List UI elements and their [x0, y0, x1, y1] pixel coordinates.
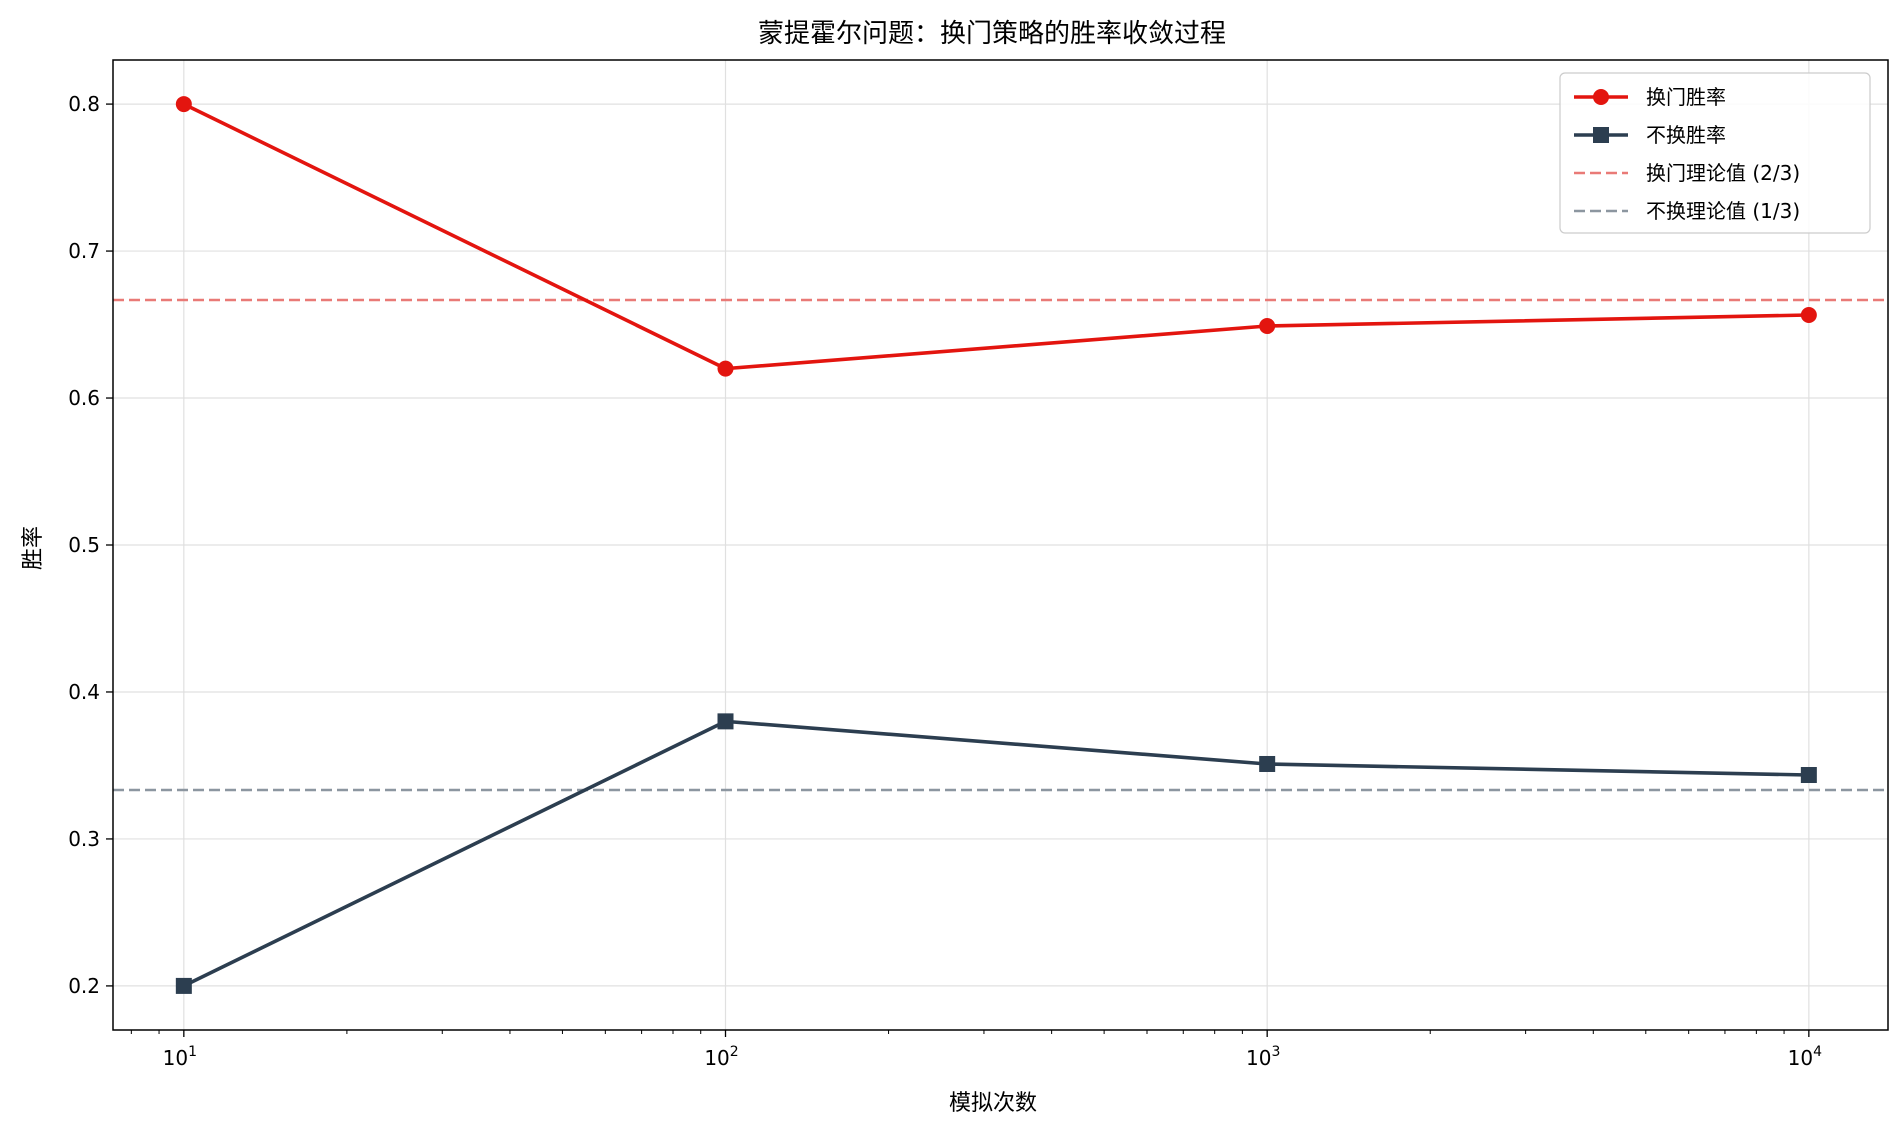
y-tick-label: 0.2	[68, 974, 100, 998]
grid	[113, 60, 1888, 1030]
data-point	[717, 360, 734, 377]
x-tick-label: 102	[704, 1044, 738, 1070]
data-point	[1259, 318, 1276, 335]
y-tick-label: 0.3	[68, 827, 100, 851]
series-line	[183, 102, 1809, 371]
legend-label: 换门理论值 (2/3)	[1646, 161, 1800, 185]
x-tick-label: 104	[1788, 1044, 1822, 1070]
legend-label: 换门胜率	[1646, 85, 1726, 109]
data-point	[1800, 306, 1817, 323]
x-tick-label: 101	[163, 1044, 197, 1070]
series-layer	[175, 96, 1817, 994]
data-point	[175, 977, 192, 994]
data-point	[717, 713, 734, 730]
legend-marker	[1593, 89, 1609, 105]
legend-box	[1559, 72, 1871, 234]
y-tick-label: 0.8	[68, 92, 100, 116]
y-axis: 0.2 0.3 0.4 0.5 0.6 0.7 0.8	[68, 92, 113, 998]
series-line	[183, 719, 1809, 988]
chart-title: 蒙提霍尔问题：换门策略的胜率收敛过程	[758, 19, 1226, 49]
data-point	[1259, 755, 1276, 772]
y-tick-label: 0.7	[68, 239, 100, 263]
legend-marker	[1593, 127, 1609, 143]
y-tick-label: 0.4	[68, 680, 100, 704]
y-tick-label: 0.5	[68, 533, 100, 557]
x-axis: 101 102 103 104	[130, 1030, 1822, 1070]
y-axis-title: 胜率	[21, 526, 46, 570]
y-tick-label: 0.6	[68, 386, 100, 410]
data-point	[175, 96, 192, 113]
data-point	[1800, 767, 1817, 784]
x-tick-label: 103	[1246, 1044, 1280, 1070]
legend-label: 不换理论值 (1/3)	[1646, 199, 1800, 223]
x-axis-title: 模拟次数	[949, 1091, 1037, 1116]
reference-lines	[113, 298, 1888, 792]
legend-label: 不换胜率	[1646, 123, 1726, 147]
